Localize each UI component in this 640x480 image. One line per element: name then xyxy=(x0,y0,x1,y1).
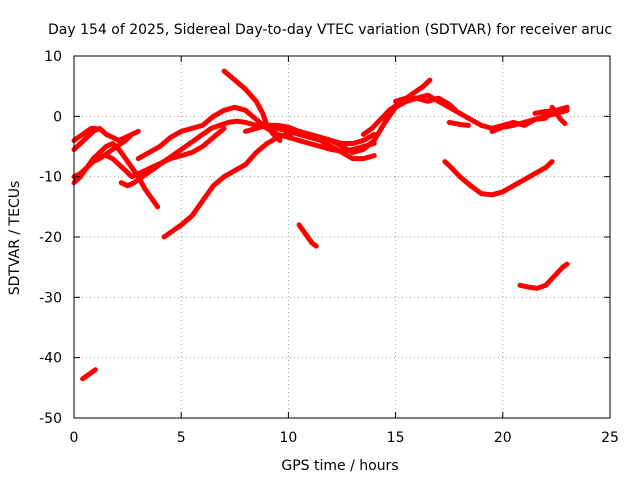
x-tick-label: 5 xyxy=(177,430,186,446)
x-tick-label: 10 xyxy=(279,430,297,446)
chart-title: Day 154 of 2025, Sidereal Day-to-day VTE… xyxy=(48,22,612,38)
y-axis-ticks: 10 0 -10 -20 -30 -40 -50 xyxy=(39,49,610,427)
x-axis-label: GPS time / hours xyxy=(281,458,398,474)
y-tick-label: -10 xyxy=(39,170,62,186)
series-s3 xyxy=(71,141,161,210)
x-axis-ticks: 0 5 10 15 20 25 xyxy=(70,56,619,446)
x-tick-label: 0 xyxy=(70,430,79,446)
series-s18 xyxy=(517,261,570,291)
series-s19 xyxy=(80,367,98,382)
x-tick-label: 20 xyxy=(494,430,512,446)
y-tick-label: -30 xyxy=(39,290,62,306)
series-s5 xyxy=(118,118,377,189)
y-tick-label: 0 xyxy=(53,109,62,125)
data-series xyxy=(71,68,570,382)
series-s11 xyxy=(360,77,433,137)
y-tick-label: -20 xyxy=(39,230,62,246)
y-tick-label: -50 xyxy=(39,411,62,427)
series-s16 xyxy=(532,104,570,116)
grid-lines xyxy=(74,56,610,418)
series-s9 xyxy=(243,122,377,146)
series-s10 xyxy=(296,222,319,249)
x-tick-label: 15 xyxy=(387,430,405,446)
x-tick-label: 25 xyxy=(601,430,619,446)
series-s15 xyxy=(489,115,549,134)
series-s6 xyxy=(135,104,377,162)
series-s14 xyxy=(442,159,555,198)
y-tick-label: 10 xyxy=(44,49,62,65)
series-s12 xyxy=(393,95,459,113)
series-s13 xyxy=(446,119,471,128)
series-s17 xyxy=(549,104,568,127)
series-s8 xyxy=(221,68,283,143)
y-tick-label: -40 xyxy=(39,351,62,367)
series-s2 xyxy=(71,125,98,143)
y-axis-label: SDTVAR / TECUs xyxy=(7,181,23,296)
